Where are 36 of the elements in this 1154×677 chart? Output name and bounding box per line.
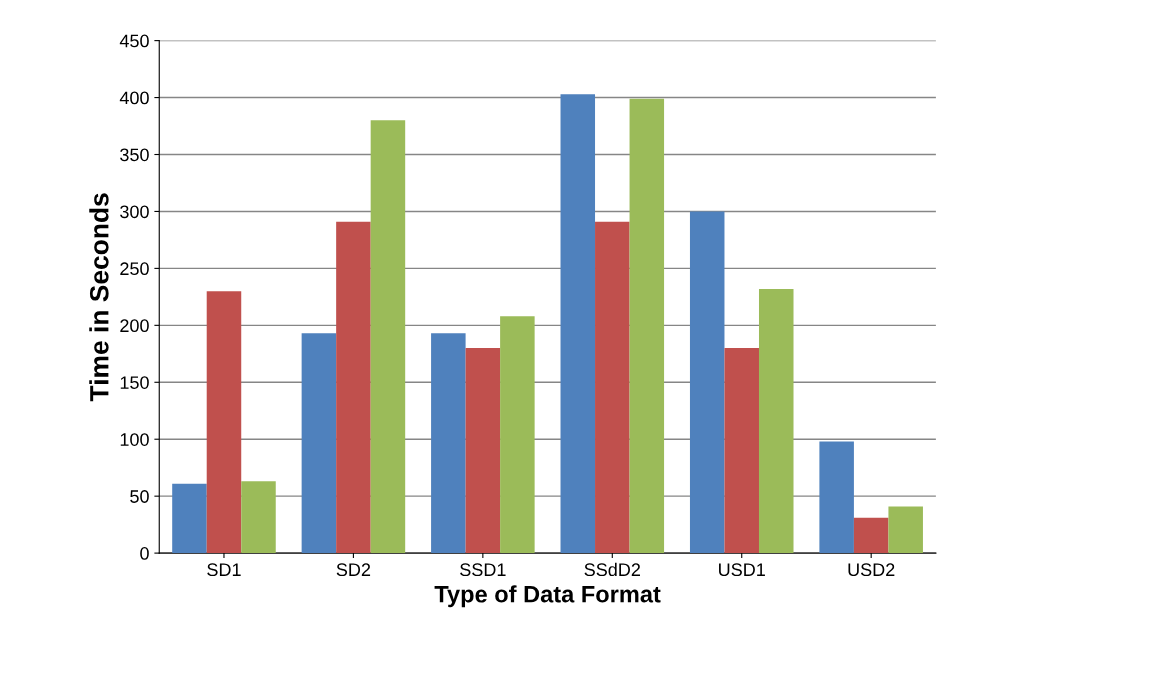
- bar: [431, 333, 466, 554]
- bar: [370, 120, 406, 554]
- bar: [560, 94, 596, 554]
- bar: [629, 98, 665, 554]
- y-tick-label: 300: [120, 205, 149, 219]
- bar: [241, 481, 276, 554]
- y-tick-label: 50: [130, 490, 149, 503]
- x-tick-label: SD2: [336, 563, 371, 577]
- y-tick-label: 150: [120, 376, 149, 389]
- bar: [819, 441, 854, 554]
- bar: [172, 483, 207, 554]
- x-tick-label: SD1: [207, 563, 241, 577]
- x-tick-label: USD1: [719, 563, 765, 577]
- bar: [595, 221, 630, 554]
- bar: [465, 348, 501, 554]
- y-tick-label: 200: [120, 319, 149, 333]
- y-tick-label: 450: [119, 34, 149, 48]
- bar: [724, 348, 759, 554]
- y-tick-label: 250: [120, 262, 149, 276]
- bar: [689, 211, 725, 554]
- bar: [500, 316, 535, 554]
- y-tick-label: 100: [120, 433, 149, 446]
- x-tick-label: SSD1: [460, 563, 506, 577]
- x-tick-label: SSdD2: [584, 562, 640, 577]
- x-axis-title: Type of Data Format: [434, 585, 661, 608]
- bar: [336, 221, 371, 554]
- y-tick-label: 350: [120, 148, 149, 162]
- bar: [758, 288, 794, 554]
- y-tick-label: 0: [140, 547, 149, 560]
- bar: [301, 333, 337, 554]
- bar: [888, 506, 923, 554]
- y-axis-title: Time in Seconds: [89, 193, 109, 402]
- x-tick-label: USD2: [848, 563, 895, 577]
- bar: [206, 291, 242, 554]
- y-tick-label: 400: [119, 91, 149, 105]
- bar: [853, 517, 889, 554]
